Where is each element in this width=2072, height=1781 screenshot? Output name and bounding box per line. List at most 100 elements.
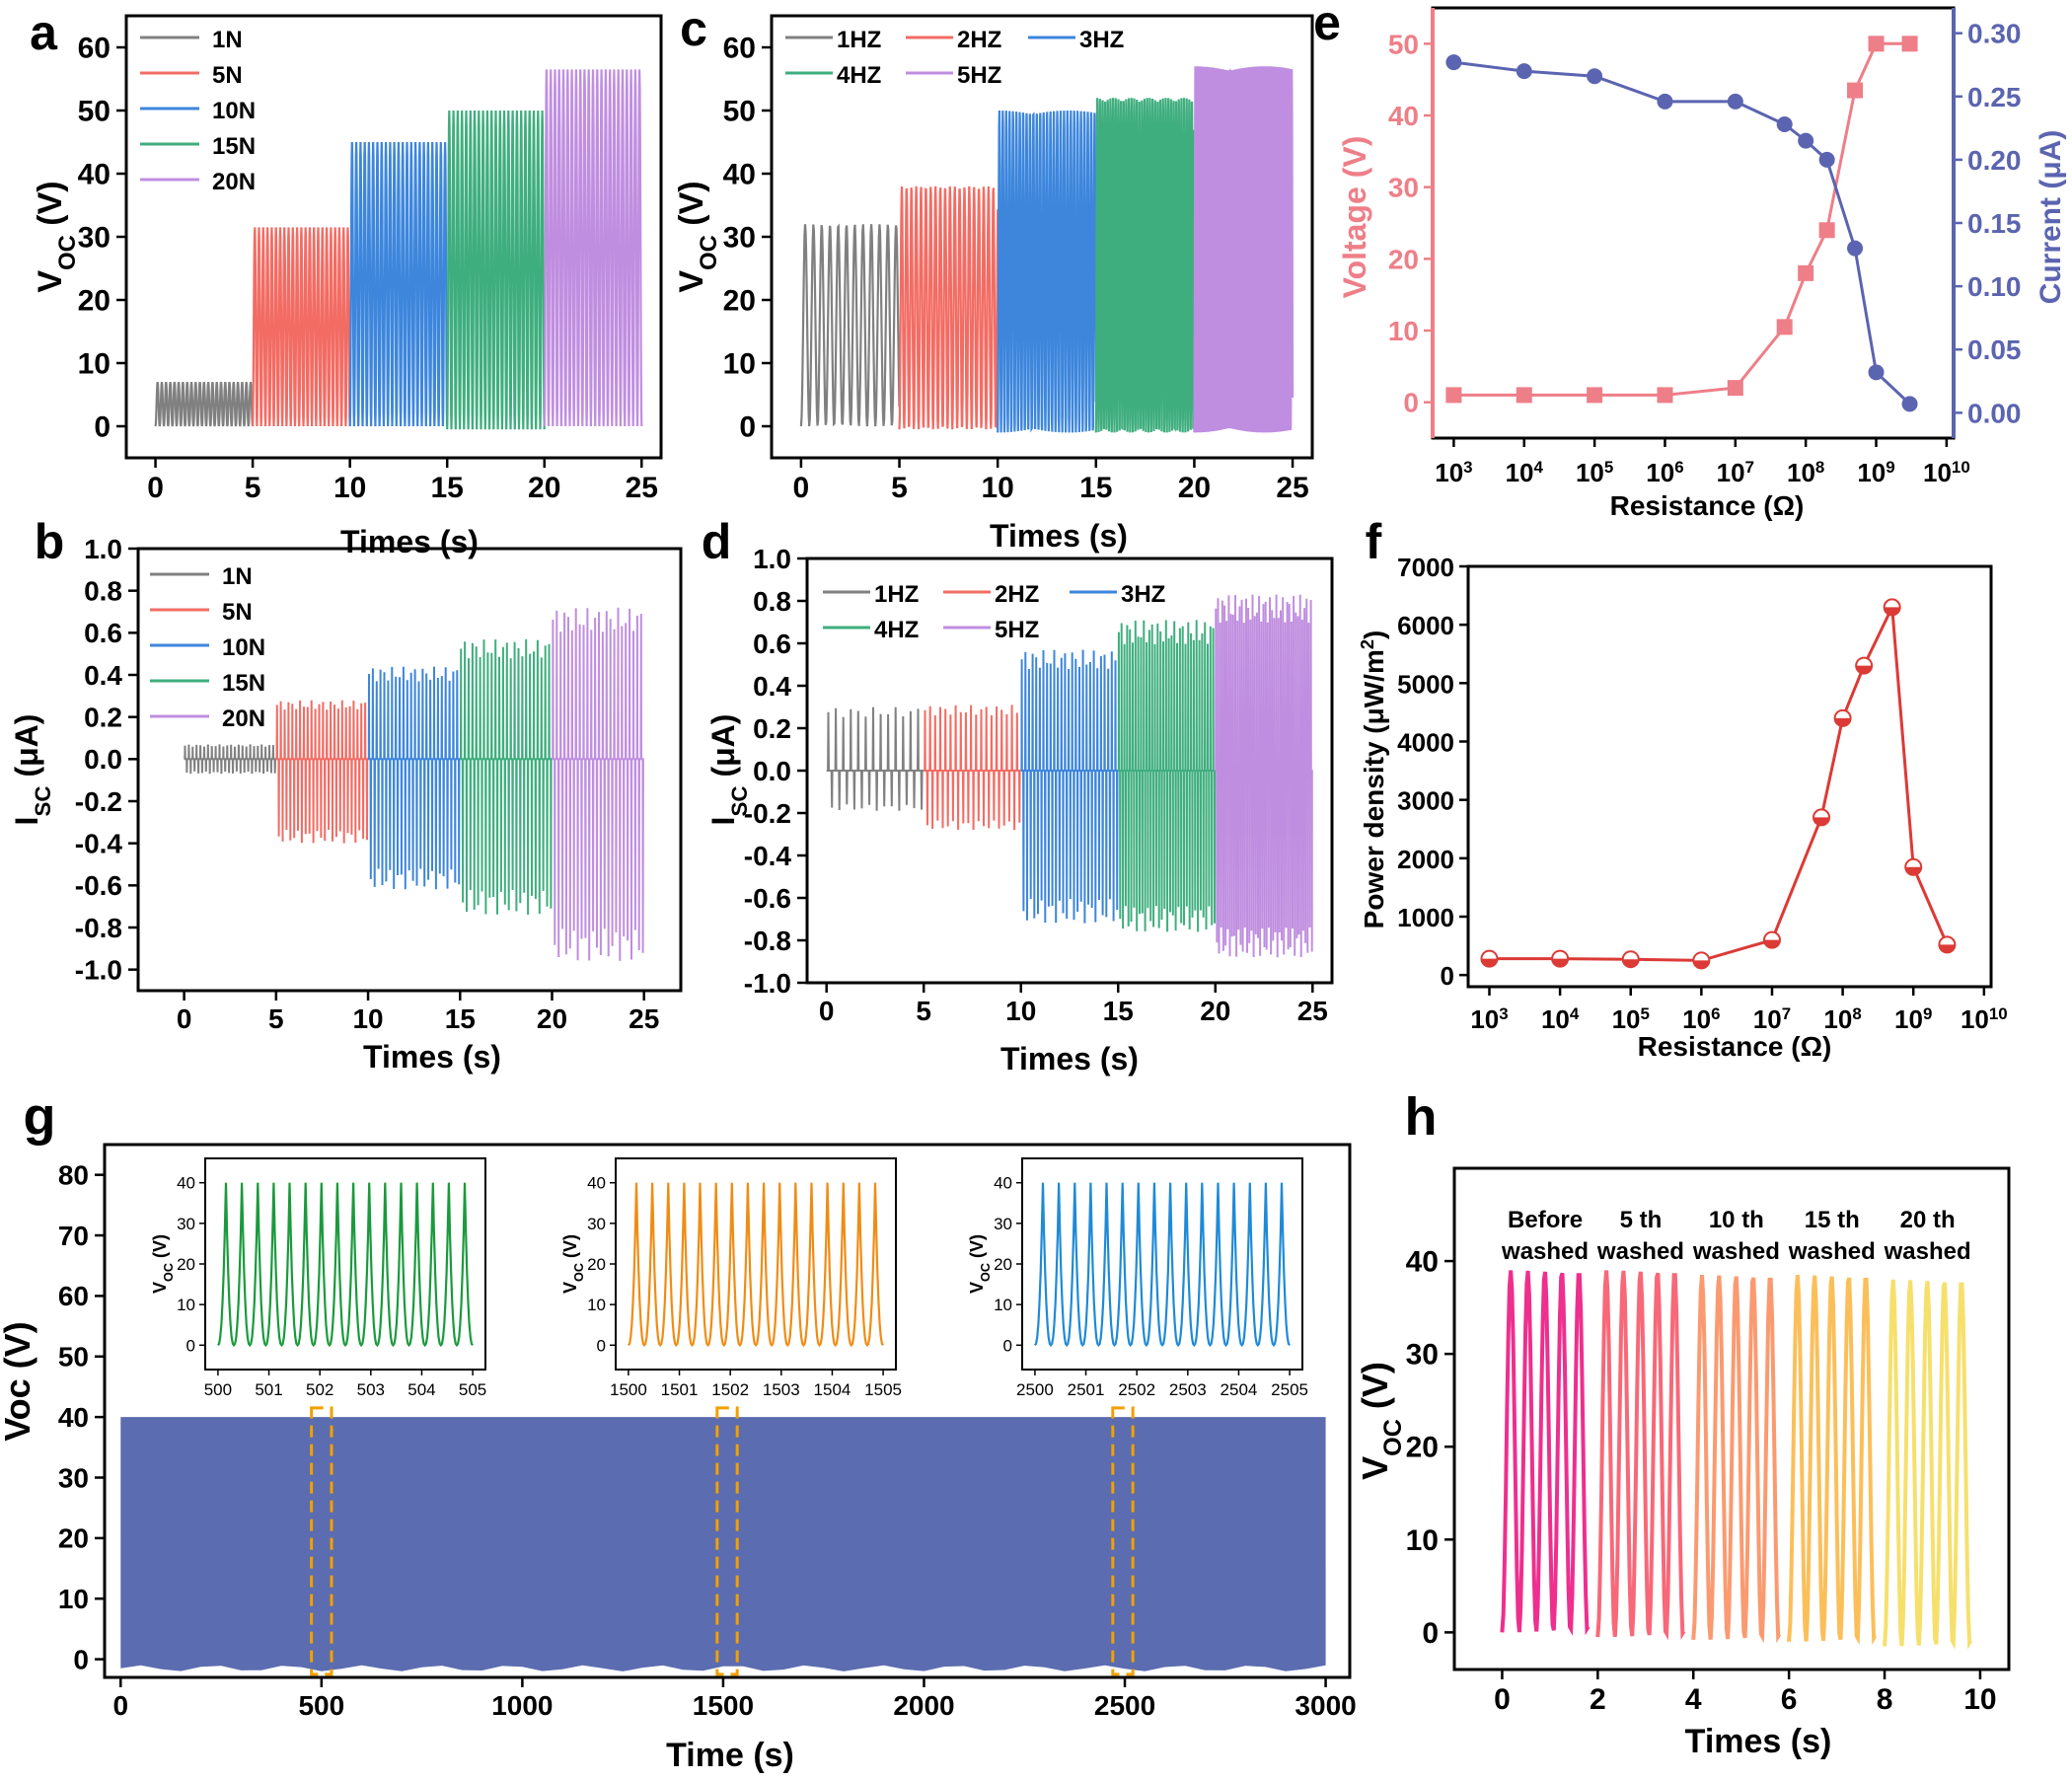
c-ylabel: VOC (V) [673,181,722,292]
g-inset-ylabel: VOC (V) [150,1234,176,1294]
c-ylabel-part: V [673,270,710,293]
e-xtick-label-part: 10 [1923,458,1952,487]
a-ytick-label: 50 [78,96,111,128]
g-inset-signal [628,1182,884,1348]
b-frame [136,547,683,993]
b-xtick-label: 10 [352,1003,383,1034]
a-xtick-label: 10 [333,472,366,504]
c-legend-label: 5HZ [957,62,1001,89]
panel-h: Before washed 5 th washed 10 th washed 15 th wa… [1355,1087,2011,1760]
d-ytick-label: 0.2 [753,713,791,744]
g-inset-ytick-label: 20 [994,1255,1012,1274]
g-inset-xtick-label: 1503 [763,1380,800,1399]
f-ylabel-part: Power density (μW/m [1359,649,1389,928]
c-xtick-label: 5 [891,472,908,504]
g-highlight-box [715,1406,739,1676]
e-xtick-label-part: 7 [1745,458,1754,477]
c-legend-label: 4HZ [837,62,881,89]
f-ylabel: Power density (μW/m2) [1358,631,1389,929]
e-ytick-right-label: 0.10 [1967,271,2022,302]
f-ytick-label: 2000 [1397,845,1454,874]
a-xtick-label: 15 [431,472,464,504]
e-xtick-label-part: 10 [1435,458,1463,487]
h-segment-label: 10 th [1709,1207,1764,1233]
g-inset-ytick-label: 0 [186,1336,195,1355]
h-segment-label: washed [1501,1238,1589,1265]
d-legend-label: 4HZ [874,617,919,643]
b-ytick-label: -0.8 [75,913,122,943]
h-segment-label: washed [1884,1238,1971,1265]
b-ytick-label: 0.4 [84,660,122,691]
a-xtick-label: 5 [245,472,261,504]
e-current-point [1776,115,1793,132]
g-inset-xtick-label: 505 [459,1380,486,1399]
g-inset-xtick-label: 504 [407,1380,435,1399]
b-legend-label: 20N [222,705,265,732]
e-xtick-label-part: 8 [1815,458,1824,477]
f-ytick-label: 1000 [1397,903,1454,932]
e-current-line [1453,60,1911,406]
f-power-point-fill [1763,939,1780,948]
e-current-point [1657,93,1673,110]
g-ytick-label: 30 [58,1462,89,1493]
g-inset-ylabel-part: (V) [967,1234,987,1263]
f-xtick-label-part: 8 [1852,1004,1861,1023]
e-current-point [1868,364,1885,381]
e-voltage-point [1901,36,1918,52]
e-xtick-label: 106 [1646,458,1683,488]
e-voltage-point [1776,319,1793,335]
c-ytick-label: 0 [739,411,756,444]
f-ytick-label: 5000 [1397,669,1454,699]
b-ytick-label: 0.6 [84,618,122,648]
e-xtick-label: 107 [1717,458,1754,488]
e-voltage-point [1516,387,1532,404]
g-inset-ylabel-part: OC [162,1263,176,1282]
h-xlabel: Times (s) [1685,1723,1832,1760]
h-xtick-label: 4 [1685,1683,1702,1716]
h-ylabel-part: (V) [1355,1362,1395,1419]
h-ylabel: VOC (V) [1355,1362,1407,1480]
g-inset-ytick-label: 20 [177,1255,195,1274]
h-series-20-th-washed [1883,1279,1972,1650]
d-ylabel-part: I [705,817,741,826]
b-panel-letter: b [35,514,65,569]
f-xtick-label-part: 10 [1612,1004,1641,1034]
e-xtick-label-part: 10 [1717,458,1745,487]
e-ytick-left-label: 30 [1388,173,1419,203]
h-ytick-label: 40 [1406,1246,1439,1279]
g-xtick-label: 1000 [491,1690,553,1721]
g-inset-ytick-label: 30 [587,1215,606,1233]
h-xtick-label: 6 [1781,1683,1798,1716]
b-series-1N [184,744,276,775]
c-legend-label: 3HZ [1079,27,1124,53]
h-xtick-label: 0 [1494,1683,1511,1716]
c-xtick-label: 25 [1276,472,1308,504]
a-ytick-label: 0 [94,411,111,444]
g-inset-ytick-label: 40 [177,1174,195,1193]
e-ylabel-left: Voltage (V) [1337,136,1372,299]
c-ytick-label: 40 [723,159,756,191]
g-inset-signal [217,1182,474,1348]
a-ylabel-part: (V) [32,181,69,235]
h-segment-label: washed [1692,1238,1780,1265]
g-inset-xtick-label: 1504 [814,1380,851,1399]
e-ytick-right-label: 0.05 [1967,334,2022,365]
e-xtick-label-part: 10 [1857,458,1886,487]
f-xtick-label-part: 4 [1570,1004,1580,1023]
f-xtick-label-part: 7 [1782,1004,1791,1023]
g-ylabel: Voc (V) [0,1321,37,1441]
g-frame [103,1143,1352,1679]
e-ytick-right-label: 0.15 [1967,208,2022,239]
g-panel-letter: g [24,1087,56,1147]
f-power-point-fill [1622,959,1639,968]
e-xtick-label-part: 10 [1646,458,1674,487]
a-series-15N [446,110,546,430]
g-inset-ylabel-part: OC [979,1263,993,1282]
b-ytick-label: -0.4 [75,828,123,858]
g-inset-ytick-label: 10 [587,1296,606,1314]
e-ytick-left-label: 0 [1403,388,1419,418]
g-inset-xtick-label: 1505 [864,1380,902,1399]
g-inset-ytick-label: 10 [994,1296,1012,1314]
d-ytick-label: 1.0 [753,544,791,574]
h-series-15-th-washed [1787,1275,1878,1646]
